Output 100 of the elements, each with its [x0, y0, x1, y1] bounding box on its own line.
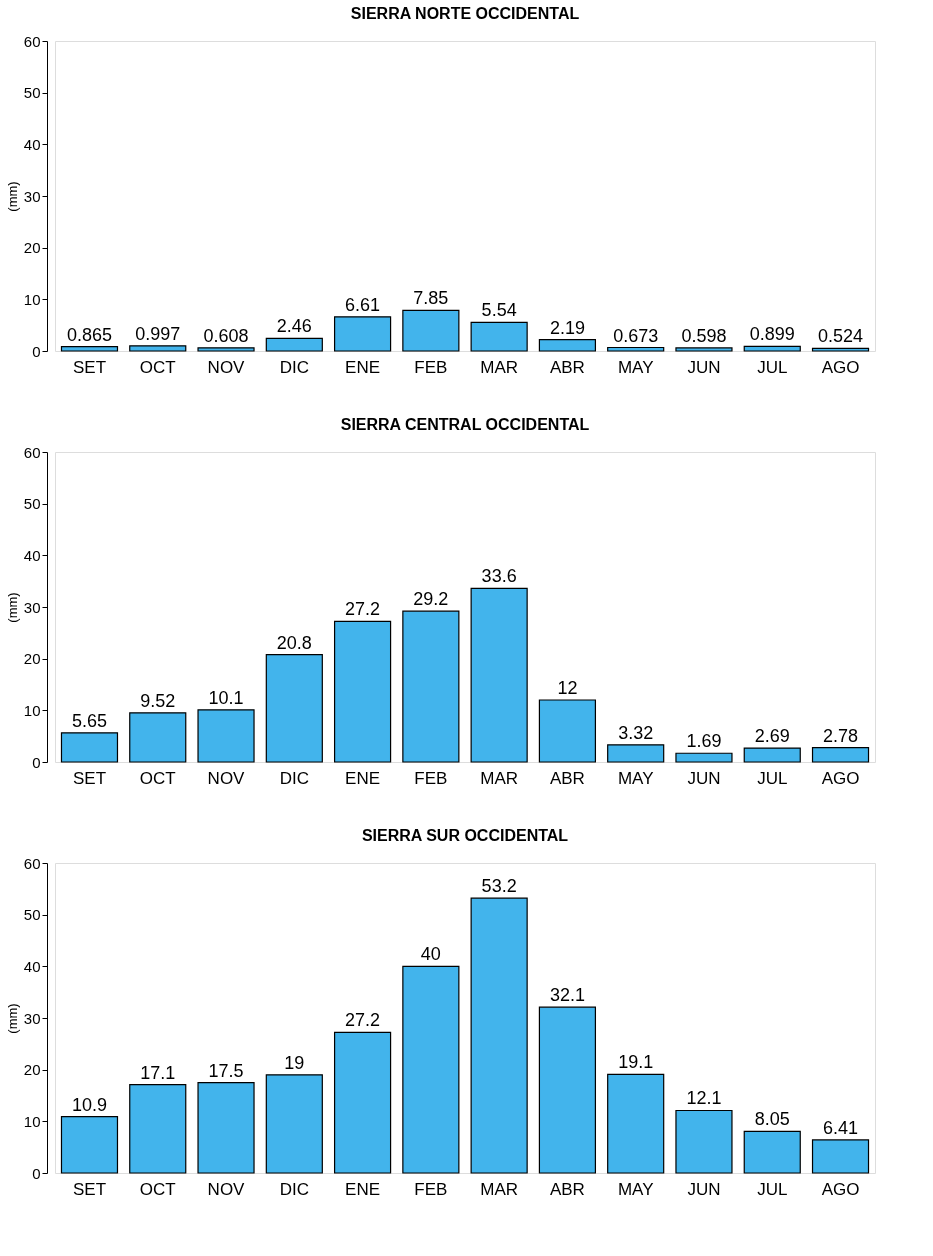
x-tick-label: DIC	[279, 1179, 309, 1199]
data-label: 0.524	[818, 326, 864, 347]
y-tick-label: 20	[23, 239, 41, 257]
x-tick-label: ABR	[549, 357, 585, 377]
x-tick-label: ENE	[345, 357, 381, 377]
data-label: 0.865	[66, 324, 112, 345]
y-tick-label: 20	[23, 650, 41, 668]
x-tick-label: AGO	[821, 1179, 860, 1199]
x-tick-label: FEB	[414, 1179, 448, 1199]
data-label: 6.61	[345, 294, 381, 315]
x-tick-label: JUN	[687, 357, 721, 377]
y-tick-label: 10	[23, 701, 41, 719]
bar	[402, 965, 460, 1174]
chart-title: SIERRA NORTE OCCIDENTAL	[350, 5, 580, 22]
y-tick-label: 40	[23, 957, 41, 975]
data-label: 2.46	[276, 316, 312, 337]
bar	[675, 347, 733, 352]
y-tick-label: 10	[23, 290, 41, 308]
bar	[129, 1084, 187, 1174]
bar	[811, 347, 870, 352]
y-tick-label: 0	[32, 342, 41, 360]
bar	[811, 1139, 870, 1174]
x-tick-label: DIC	[279, 357, 309, 377]
y-tick-label: 40	[23, 546, 41, 564]
data-label: 53.2	[481, 876, 517, 897]
data-label: 0.673	[613, 325, 659, 346]
bar	[607, 1073, 665, 1174]
bar	[333, 316, 392, 352]
data-label: 7.85	[413, 288, 449, 309]
data-label: 32.1	[549, 985, 585, 1006]
y-tick-label: 50	[23, 495, 41, 513]
y-tick-label: 0	[32, 753, 41, 771]
bar	[470, 587, 528, 763]
bar	[333, 1031, 392, 1174]
x-tick-label: JUN	[687, 768, 721, 788]
data-label: 29.2	[413, 589, 449, 610]
bar	[60, 345, 119, 352]
y-tick-label: 50	[23, 84, 41, 102]
data-label: 10.9	[71, 1094, 107, 1115]
bar	[197, 347, 255, 352]
bar	[743, 345, 801, 352]
bar	[129, 345, 187, 352]
x-tick-label: JUL	[757, 768, 788, 788]
y-tick-label: 0	[32, 1164, 41, 1182]
data-label: 2.78	[823, 725, 859, 746]
bar	[470, 897, 528, 1174]
data-label: 0.899	[749, 324, 795, 345]
data-label: 33.6	[481, 566, 517, 587]
bar	[60, 1116, 119, 1174]
x-tick-label: SET	[72, 357, 107, 377]
x-tick-label: FEB	[414, 357, 448, 377]
x-tick-label: NOV	[207, 357, 246, 377]
y-axis-title: (mm)	[4, 592, 20, 623]
x-tick-label: MAR	[480, 768, 519, 788]
y-tick-label: 60	[23, 32, 41, 50]
x-tick-label: MAY	[617, 1179, 654, 1199]
x-tick-label: ENE	[345, 768, 381, 788]
x-tick-label: SET	[72, 768, 107, 788]
x-tick-label: DIC	[279, 768, 309, 788]
data-label: 17.5	[208, 1060, 244, 1081]
bar	[265, 1074, 323, 1174]
x-tick-label: OCT	[139, 357, 176, 377]
bar	[538, 1006, 597, 1174]
y-axis-title: (mm)	[4, 181, 20, 212]
data-label: 17.1	[140, 1062, 176, 1083]
data-label: 12	[557, 678, 578, 698]
x-tick-label: OCT	[139, 768, 176, 788]
bar	[538, 699, 597, 763]
data-label: 8.05	[754, 1109, 790, 1130]
data-label: 5.65	[71, 710, 107, 731]
bar	[197, 709, 255, 763]
bar	[197, 1081, 255, 1174]
data-label: 27.2	[345, 599, 381, 620]
x-tick-label: ABR	[549, 768, 585, 788]
data-label: 0.598	[681, 325, 727, 346]
bar	[538, 339, 597, 352]
data-label: 20.8	[276, 632, 312, 653]
bar	[470, 321, 528, 352]
x-tick-label: OCT	[139, 1179, 176, 1199]
bar	[60, 732, 119, 763]
chart-title: SIERRA CENTRAL OCCIDENTAL	[340, 416, 590, 433]
bar	[402, 610, 460, 763]
data-label: 12.1	[686, 1088, 722, 1109]
bar	[265, 653, 323, 763]
x-tick-label: SET	[72, 1179, 107, 1199]
x-tick-label: NOV	[207, 768, 246, 788]
y-tick-label: 50	[23, 906, 41, 924]
x-tick-label: MAR	[480, 357, 519, 377]
data-label: 1.69	[686, 731, 722, 752]
x-tick-label: NOV	[207, 1179, 246, 1199]
x-tick-label: MAY	[617, 357, 654, 377]
data-label: 2.69	[754, 726, 790, 747]
data-label: 27.2	[345, 1010, 381, 1031]
y-tick-label: 60	[23, 443, 41, 461]
data-label: 10.1	[208, 687, 244, 708]
data-label: 3.32	[618, 722, 654, 743]
y-tick-label: 30	[23, 598, 41, 616]
bar	[675, 1109, 733, 1174]
bar	[743, 1130, 801, 1174]
y-tick-label: 60	[23, 854, 41, 872]
